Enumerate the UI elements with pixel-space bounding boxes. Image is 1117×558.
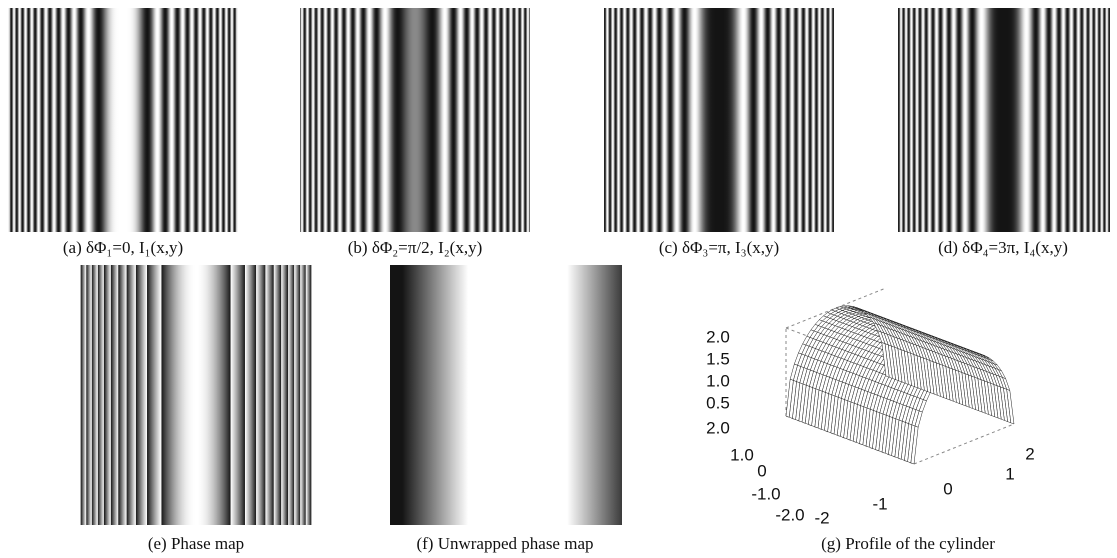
fringe-image [604, 8, 834, 232]
caption: (a) δΦ₁=0, I₁(x,y) [63, 238, 183, 257]
caption: (d) δΦ₄=3π, I₄(x,y) [938, 238, 1068, 257]
panels [8, 8, 1110, 525]
z-tick: 1.5 [706, 349, 730, 368]
z-tick: 1.0 [706, 371, 730, 390]
z-tick: 0.5 [706, 393, 730, 412]
y-tick: -1.0 [751, 484, 780, 503]
y-tick: -2.0 [775, 505, 804, 524]
z-tick: 2.0 [706, 327, 730, 346]
caption: (g) Profile of the cylinder [821, 534, 995, 553]
fringe-image [898, 8, 1110, 232]
fringe-image [80, 265, 312, 525]
y-tick: 0 [757, 461, 766, 480]
cylinder-surface [786, 288, 1014, 464]
caption: (f) Unwrapped phase map [416, 534, 593, 553]
fringe-image [8, 8, 238, 232]
axis-box [914, 424, 1014, 464]
fringe-image [300, 8, 530, 232]
y-tick: 1.0 [730, 445, 754, 464]
figure: (a) δΦ₁=0, I₁(x,y) (b) δΦ₂=π/2, I₂(x,y) … [0, 0, 1117, 558]
x-tick: 2 [1025, 444, 1034, 463]
caption: (c) δΦ₃=π, I₃(x,y) [659, 238, 779, 257]
x-tick: -2 [814, 508, 829, 527]
x-tick: 0 [943, 479, 952, 498]
x-tick: -1 [872, 494, 887, 513]
fringe-image [390, 265, 622, 525]
caption: (e) Phase map [148, 534, 244, 553]
y-tick: 2.0 [706, 418, 730, 437]
x-tick: 1 [1005, 464, 1014, 483]
caption: (b) δΦ₂=π/2, I₂(x,y) [348, 238, 483, 257]
